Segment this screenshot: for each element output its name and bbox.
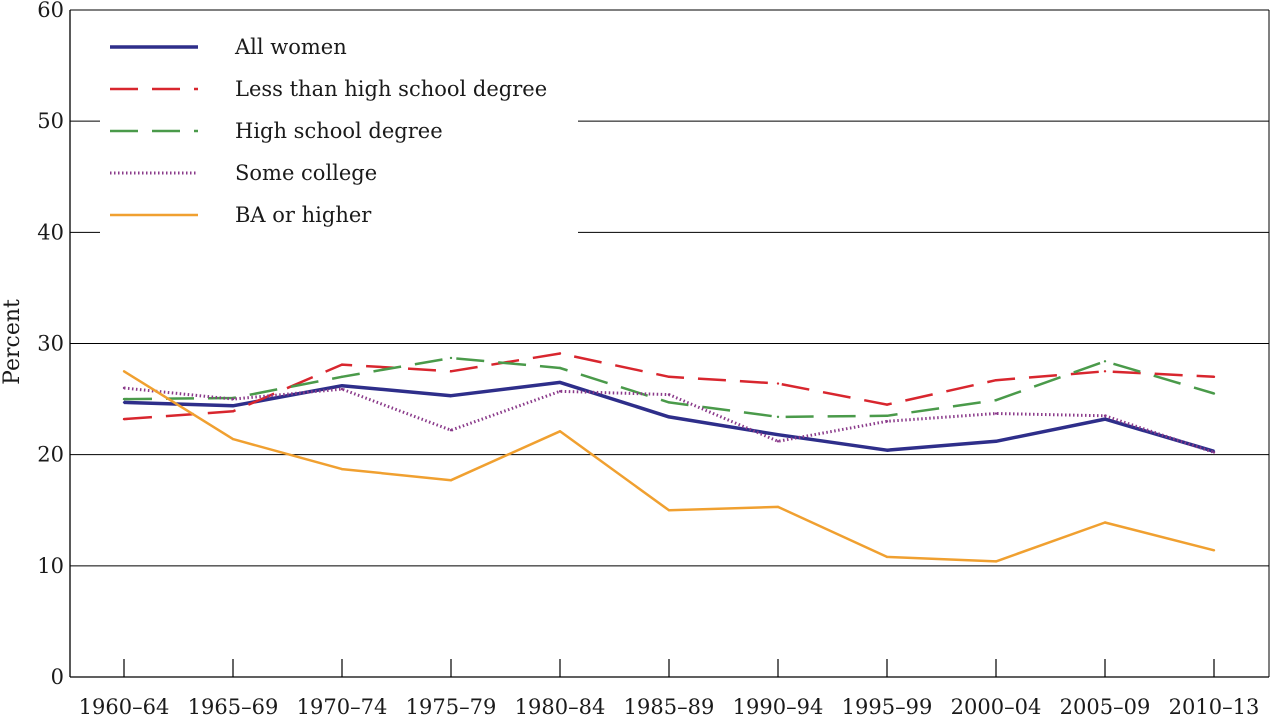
- data-point-some-college: [558, 390, 562, 393]
- data-point-less-than-high-school-degree: [558, 352, 562, 355]
- legend-label: BA or higher: [235, 203, 372, 227]
- data-point-less-than-high-school-degree: [776, 382, 780, 385]
- data-point-ba-or-higher: [667, 509, 671, 512]
- x-tick-label: 1980–84: [515, 695, 606, 719]
- legend-label: High school degree: [235, 119, 443, 143]
- data-point-high-school-degree: [122, 397, 126, 401]
- x-tick-label: 1985–89: [624, 695, 715, 719]
- series-lines: [122, 352, 1216, 563]
- x-tick-label: 2005–09: [1060, 695, 1151, 719]
- data-point-all-women: [994, 440, 998, 443]
- data-point-all-women: [558, 381, 562, 384]
- data-point-some-college: [1103, 414, 1107, 417]
- data-point-some-college: [776, 440, 780, 443]
- series-line-less-than-high-school-degree: [123, 352, 1215, 421]
- x-tick-label: 1995–99: [842, 695, 933, 719]
- x-tick-label: 1970–74: [297, 695, 388, 719]
- x-tick-label: 1990–94: [733, 695, 824, 719]
- data-point-ba-or-higher: [122, 370, 126, 373]
- data-point-some-college: [340, 387, 344, 391]
- legend-label: Some college: [235, 161, 377, 185]
- y-axis-label: Percent: [0, 299, 25, 385]
- data-point-less-than-high-school-degree: [231, 410, 235, 413]
- data-point-high-school-degree: [1212, 392, 1216, 395]
- data-point-ba-or-higher: [1103, 521, 1107, 524]
- data-point-all-women: [122, 401, 126, 404]
- data-point-less-than-high-school-degree: [449, 370, 453, 373]
- data-point-ba-or-higher: [340, 467, 344, 471]
- data-point-some-college: [449, 429, 453, 432]
- data-point-high-school-degree: [558, 366, 562, 370]
- data-point-high-school-degree: [994, 398, 998, 402]
- data-point-some-college: [1212, 451, 1216, 454]
- data-point-ba-or-higher: [231, 437, 235, 441]
- data-point-high-school-degree: [776, 415, 780, 419]
- x-tick-label: 2010–13: [1169, 695, 1260, 719]
- data-point-all-women: [885, 449, 889, 452]
- x-tick-label: 2000–04: [951, 695, 1042, 719]
- data-point-less-than-high-school-degree: [1103, 370, 1107, 373]
- data-point-all-women: [776, 433, 780, 436]
- data-point-less-than-high-school-degree: [122, 417, 126, 421]
- data-point-ba-or-higher: [885, 555, 889, 559]
- data-point-high-school-degree: [449, 356, 453, 360]
- x-tick-label: 1965–69: [188, 695, 279, 719]
- data-point-all-women: [231, 404, 235, 407]
- legend-label: Less than high school degree: [235, 77, 547, 101]
- x-tick-label: 1960–64: [79, 695, 170, 719]
- axes: 0 10 20 30 40 50 60 1960–64 1965–69 1970–74 1975–7…: [37, 0, 1270, 719]
- y-tick-label: 0: [51, 665, 64, 689]
- data-point-high-school-degree: [340, 375, 344, 379]
- x-tick-label: 1975–79: [406, 695, 497, 719]
- series-line-some-college: [123, 386, 1215, 454]
- data-point-all-women: [340, 384, 344, 387]
- data-point-less-than-high-school-degree: [885, 403, 889, 406]
- y-tick-label: 40: [37, 220, 64, 244]
- y-tick-label: 60: [37, 0, 64, 22]
- series-line-ba-or-higher: [123, 370, 1215, 563]
- data-point-ba-or-higher: [558, 430, 562, 433]
- data-point-high-school-degree: [1103, 360, 1107, 363]
- data-point-ba-or-higher: [776, 505, 780, 509]
- data-point-some-college: [231, 397, 235, 401]
- data-point-less-than-high-school-degree: [340, 363, 344, 366]
- data-point-ba-or-higher: [994, 560, 998, 563]
- data-point-ba-or-higher: [1212, 549, 1216, 552]
- y-tick-label: 30: [37, 332, 64, 356]
- y-tick-label: 20: [37, 443, 64, 467]
- legend-label: All women: [234, 35, 347, 59]
- data-point-ba-or-higher: [449, 479, 453, 482]
- data-point-less-than-high-school-degree: [994, 378, 998, 382]
- data-point-all-women: [667, 415, 671, 419]
- data-point-high-school-degree: [885, 414, 889, 417]
- data-point-less-than-high-school-degree: [667, 375, 671, 379]
- data-point-high-school-degree: [667, 401, 671, 404]
- data-point-some-college: [994, 412, 998, 415]
- data-point-less-than-high-school-degree: [1212, 375, 1216, 379]
- y-tick-label: 50: [37, 109, 64, 133]
- data-point-some-college: [667, 393, 671, 396]
- data-point-some-college: [885, 420, 889, 423]
- y-tick-label: 10: [37, 554, 64, 578]
- data-point-some-college: [122, 386, 126, 390]
- legend: All women Less than high school degree Hig…: [100, 24, 578, 236]
- data-point-all-women: [449, 394, 453, 397]
- data-point-all-women: [1103, 417, 1107, 421]
